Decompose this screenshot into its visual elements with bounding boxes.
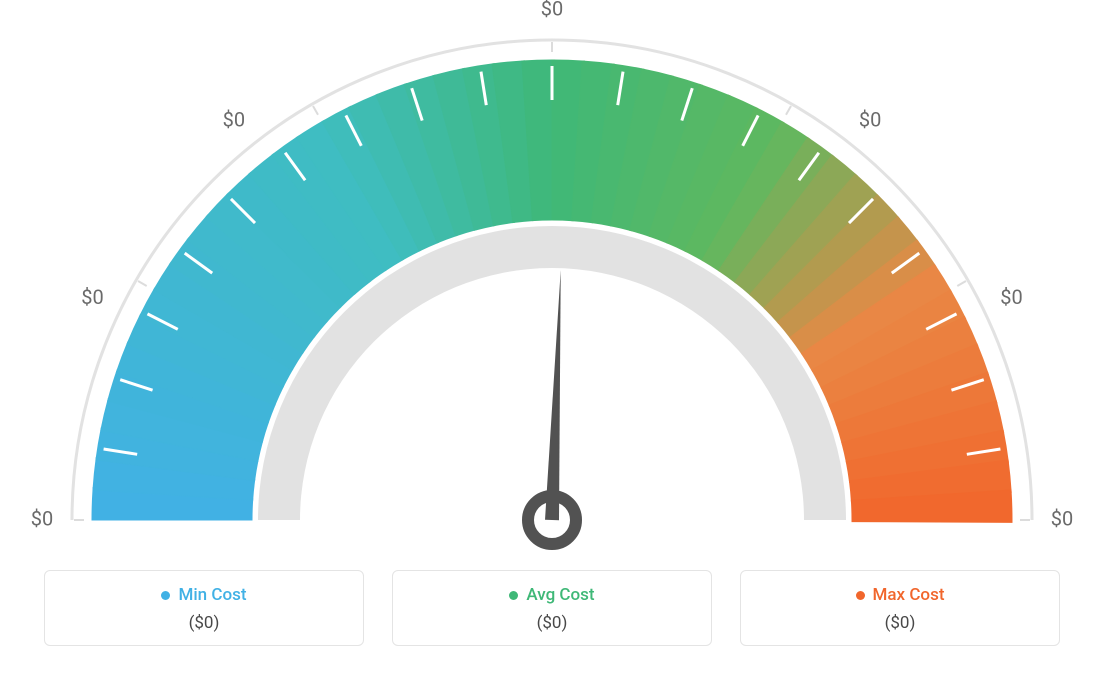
gauge-chart: $0 $0 $0 $0 $0 $0 $0: [0, 0, 1104, 560]
svg-text:$0: $0: [859, 108, 881, 132]
svg-text:$0: $0: [541, 0, 563, 20]
legend-top-min: Min Cost: [55, 585, 353, 605]
legend-card-max: Max Cost ($0): [740, 570, 1060, 646]
svg-text:$0: $0: [1051, 506, 1073, 530]
legend-value-max: ($0): [751, 613, 1049, 633]
legend-label-min: Min Cost: [178, 585, 246, 605]
legend-row: Min Cost ($0) Avg Cost ($0) Max Cost ($0…: [0, 570, 1104, 646]
legend-label-avg: Avg Cost: [526, 585, 594, 605]
legend-card-min: Min Cost ($0): [44, 570, 364, 646]
svg-text:$0: $0: [81, 285, 103, 309]
legend-value-avg: ($0): [403, 613, 701, 633]
legend-value-min: ($0): [55, 613, 353, 633]
legend-label-max: Max Cost: [873, 585, 945, 605]
dot-max: [856, 591, 865, 600]
svg-text:$0: $0: [223, 108, 245, 132]
svg-text:$0: $0: [31, 506, 53, 530]
legend-top-max: Max Cost: [751, 585, 1049, 605]
dot-avg: [509, 591, 518, 600]
legend-card-avg: Avg Cost ($0): [392, 570, 712, 646]
legend-top-avg: Avg Cost: [403, 585, 701, 605]
svg-text:$0: $0: [1000, 285, 1022, 309]
dot-min: [161, 591, 170, 600]
gauge-svg: $0 $0 $0 $0 $0 $0 $0: [0, 0, 1104, 560]
